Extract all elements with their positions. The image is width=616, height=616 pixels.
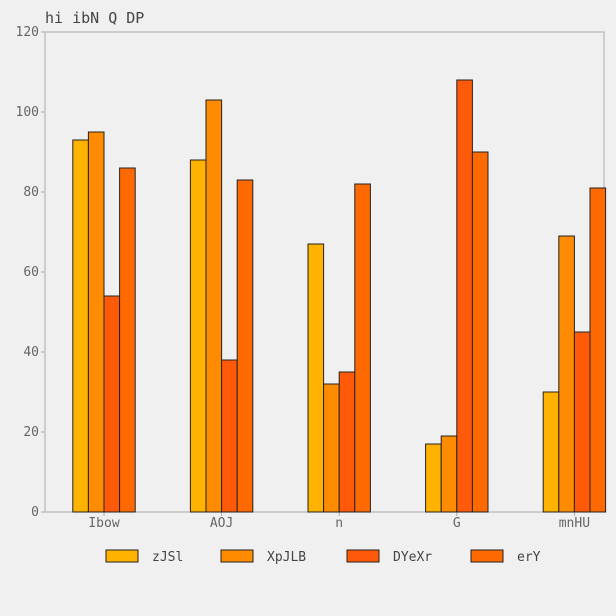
bar-DYeXr-n (338, 371, 356, 513)
y-tick-label: 40 (23, 345, 39, 360)
bar-erY-AOJ (236, 179, 254, 513)
bar-zJSl-mnHU (542, 391, 560, 513)
y-tick-label: 60 (23, 265, 39, 280)
bar-erY-mnHU (589, 187, 607, 513)
legend-label-DYeXr: DYeXr (393, 550, 432, 565)
bar-XpJLB-mnHU (558, 235, 575, 513)
bar-zJSl-n (307, 243, 325, 513)
bar-XpJLB-AOJ (205, 99, 223, 513)
bar-DYeXr-G (456, 79, 473, 513)
x-tick-label: Ibow (88, 516, 119, 531)
legend-label-zJSl: zJSl (152, 550, 183, 565)
bar-erY-G (471, 151, 489, 513)
legend-label-erY: erY (517, 550, 541, 565)
y-tick-label: 80 (23, 185, 39, 200)
bar-DYeXr-Ibow (103, 295, 121, 513)
x-tick-label: mnHU (559, 516, 590, 531)
bar-XpJLB-n (323, 383, 340, 513)
bar-DYeXr-mnHU (573, 331, 591, 513)
legend-swatch-DYeXr (346, 549, 380, 563)
y-tick-label: 120 (16, 25, 39, 40)
chart-title: hi ibN Q DP (45, 9, 144, 27)
x-tick-label: AOJ (210, 516, 233, 531)
x-tick-label: G (453, 516, 461, 531)
legend-swatch-XpJLB (220, 549, 254, 563)
legend-swatch-zJSl (105, 549, 139, 563)
bar-zJSl-AOJ (189, 159, 207, 513)
x-tick-label: n (335, 516, 343, 531)
bar-zJSl-Ibow (72, 139, 89, 513)
bar-erY-Ibow (119, 167, 136, 513)
bar-XpJLB-Ibow (87, 131, 105, 513)
y-tick-label: 20 (23, 425, 39, 440)
bar-zJSl-G (425, 443, 442, 513)
legend-label-XpJLB: XpJLB (267, 550, 306, 565)
bar-erY-n (354, 183, 371, 513)
y-tick-label: 100 (16, 105, 39, 120)
bar-XpJLB-G (440, 435, 458, 513)
y-tick-label: 0 (31, 505, 39, 520)
bars (72, 79, 607, 513)
bar-DYeXr-AOJ (221, 359, 238, 513)
legend: zJSl XpJLB DYeXr erY (105, 549, 541, 565)
legend-swatch-erY (470, 549, 504, 563)
